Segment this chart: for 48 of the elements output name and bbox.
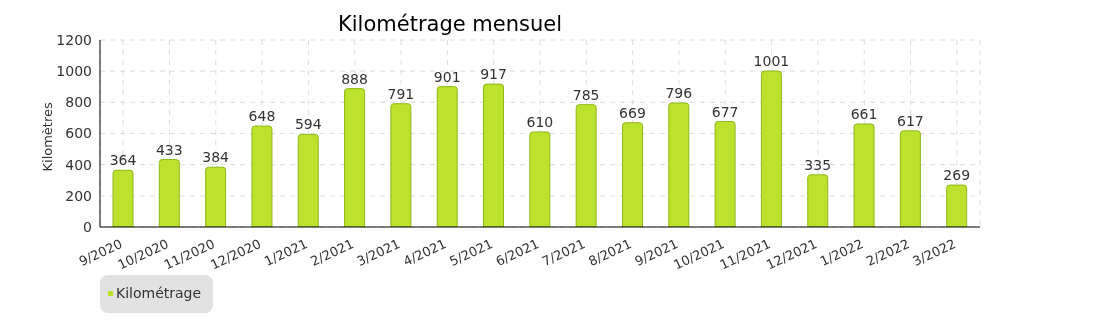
data-label: 269 [943, 167, 971, 184]
bar [899, 130, 921, 227]
data-label: 364 [109, 152, 137, 169]
bar [575, 104, 597, 227]
data-label: 594 [294, 116, 322, 133]
bar [946, 184, 968, 227]
data-label: 610 [526, 113, 554, 130]
bar [112, 169, 134, 227]
data-label: 648 [248, 108, 276, 125]
data-label: 1001 [753, 53, 790, 70]
bar [760, 70, 782, 227]
data-label: 785 [572, 86, 600, 103]
bar [621, 122, 643, 227]
bar [344, 88, 366, 227]
bar [714, 121, 736, 227]
y-axis-title: Kilomètres [39, 101, 55, 172]
data-label: 617 [897, 112, 924, 129]
data-label: 917 [480, 66, 507, 83]
y-tick-label: 800 [65, 94, 92, 111]
y-tick-label: 0 [83, 218, 92, 235]
bar [807, 174, 829, 227]
y-tick-label: 600 [65, 125, 92, 142]
data-label: 791 [387, 85, 415, 102]
data-label: 796 [665, 84, 693, 101]
data-label: 677 [711, 103, 739, 120]
data-label: 335 [804, 156, 832, 173]
data-label: 888 [341, 70, 368, 87]
data-label: 669 [619, 104, 646, 121]
chart-title: Kilométrage mensuel [338, 12, 563, 36]
bar [668, 102, 690, 227]
bar [297, 133, 319, 227]
bar [158, 159, 180, 227]
y-tick-label: 400 [65, 156, 92, 173]
bar [853, 123, 875, 227]
y-tick-label: 1200 [56, 31, 92, 48]
bar [251, 125, 273, 227]
bar [483, 83, 505, 227]
bar [390, 103, 412, 227]
y-tick-label: 1000 [56, 63, 92, 80]
data-label: 901 [433, 68, 461, 85]
data-label: 661 [850, 105, 878, 122]
bar [529, 131, 551, 227]
legend-label: Kilométrage [115, 285, 202, 301]
y-tick-label: 200 [65, 187, 92, 204]
data-label: 384 [202, 149, 230, 166]
bar [436, 86, 458, 227]
bar [205, 166, 227, 227]
data-label: 433 [155, 141, 183, 158]
